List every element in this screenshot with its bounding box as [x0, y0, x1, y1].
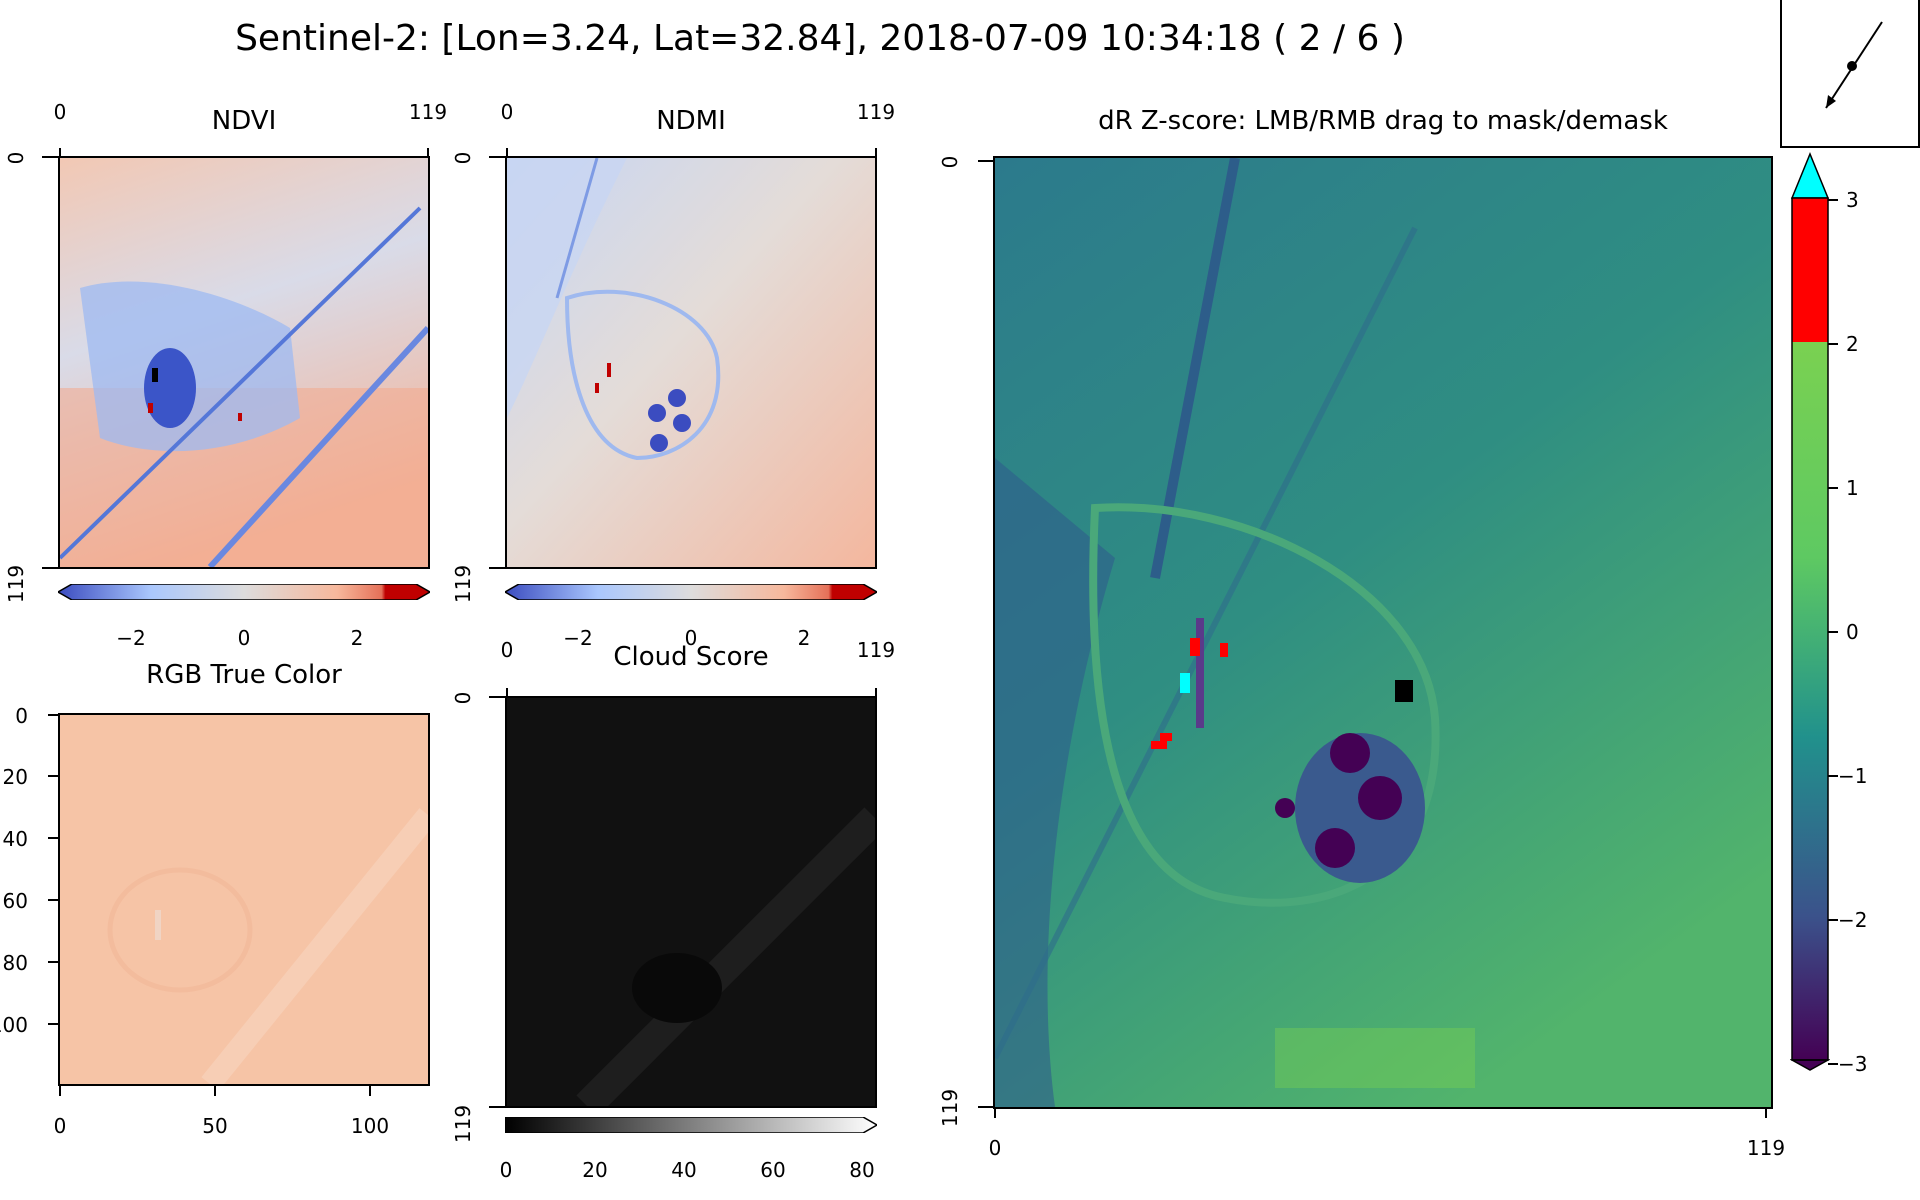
zscore-cbar-tick-neg3: −3	[1838, 1052, 1868, 1076]
rgb-ytick-0: 0	[15, 704, 28, 728]
rgb-ytick-60: 60	[2, 889, 28, 913]
ndvi-xtick-119: 119	[408, 100, 448, 124]
cloud-colorbar-bar	[504, 1116, 879, 1134]
ndvi-ytick-0: 0	[4, 151, 28, 165]
ndvi-cbar-tick-0: 0	[237, 626, 251, 650]
cloud-cbar-tick-0: 0	[499, 1158, 513, 1182]
zscore-colorbar-bar	[1789, 152, 1831, 1071]
ndvi-cbar-tick-neg2: −2	[116, 626, 146, 650]
zscore-ytick-0: 0	[938, 155, 962, 169]
zscore-cbar-tick-0: 0	[1846, 620, 1859, 644]
ndvi-image[interactable]	[58, 156, 430, 569]
cloud-cbar-tick-20: 20	[582, 1158, 608, 1182]
cloud-colorbar	[504, 1116, 879, 1134]
ndmi-ytick-119: 119	[451, 564, 475, 604]
ndmi-colorbar-bar	[503, 583, 879, 601]
compass-widget	[1780, 0, 1920, 148]
cloud-xtick-0: 0	[500, 638, 514, 662]
rgb-ytick-80: 80	[2, 951, 28, 975]
ndmi-title: NDMI	[656, 106, 726, 136]
ndmi-ytick-0: 0	[451, 151, 475, 165]
zscore-cbar-tick-1: 1	[1846, 476, 1859, 500]
rgb-true-color-image	[60, 715, 428, 1084]
compass-needle-icon	[1825, 21, 1883, 109]
zscore-colorbar	[1789, 152, 1831, 1072]
zscore-heatmap	[995, 158, 1771, 1107]
zscore-cbar-tick-3: 3	[1846, 188, 1859, 212]
rgb-xtick-0: 0	[53, 1114, 67, 1138]
rgb-image[interactable]	[58, 713, 430, 1086]
rgb-ytick-100: 100	[0, 1013, 28, 1037]
zscore-cbar-tick-neg2: −2	[1838, 908, 1868, 932]
cloud-ytick-0: 0	[451, 691, 475, 705]
zscore-title: dR Z-score: LMB/RMB drag to mask/demask	[1098, 106, 1668, 136]
ndmi-xtick-119: 119	[856, 100, 896, 124]
cloud-cbar-tick-60: 60	[760, 1158, 786, 1182]
ndvi-heatmap	[60, 158, 428, 567]
zscore-ytick-119: 119	[938, 1088, 962, 1128]
ndvi-colorbar	[56, 583, 432, 601]
ndvi-cbar-tick-2: 2	[350, 626, 364, 650]
cloud-title: Cloud Score	[613, 642, 769, 672]
ndvi-title: NDVI	[211, 106, 277, 136]
rgb-ytick-40: 40	[2, 827, 28, 851]
zscore-xtick-0: 0	[988, 1136, 1002, 1160]
cloud-score-heatmap	[507, 698, 875, 1106]
rgb-xtick-50: 50	[202, 1114, 228, 1138]
zscore-image[interactable]	[993, 156, 1773, 1109]
ndmi-image[interactable]	[505, 156, 877, 569]
ndmi-cbar-tick-neg2: −2	[563, 626, 593, 650]
rgb-xtick-100: 100	[350, 1114, 390, 1138]
cloud-cbar-tick-80: 80	[849, 1158, 875, 1182]
cloud-xtick-119: 119	[856, 638, 896, 662]
ndvi-ytick-119: 119	[4, 564, 28, 604]
ndmi-colorbar	[503, 583, 879, 601]
cloud-ytick-119: 119	[451, 1104, 475, 1144]
ndmi-xtick-0: 0	[500, 100, 514, 124]
zscore-xtick-119: 119	[1746, 1136, 1786, 1160]
ndvi-xtick-0: 0	[53, 100, 67, 124]
zscore-cbar-tick-2: 2	[1846, 332, 1859, 356]
cloud-image[interactable]	[505, 696, 877, 1108]
ndmi-cbar-tick-0: 0	[684, 626, 698, 650]
zscore-cbar-tick-neg1: −1	[1838, 764, 1868, 788]
rgb-ytick-20: 20	[2, 765, 28, 789]
figure-title: Sentinel-2: [Lon=3.24, Lat=32.84], 2018-…	[235, 18, 1405, 59]
ndmi-heatmap	[507, 158, 875, 567]
ndvi-colorbar-bar	[56, 583, 432, 601]
ndmi-cbar-tick-2: 2	[797, 626, 811, 650]
rgb-title: RGB True Color	[146, 660, 342, 690]
cloud-cbar-tick-40: 40	[671, 1158, 697, 1182]
